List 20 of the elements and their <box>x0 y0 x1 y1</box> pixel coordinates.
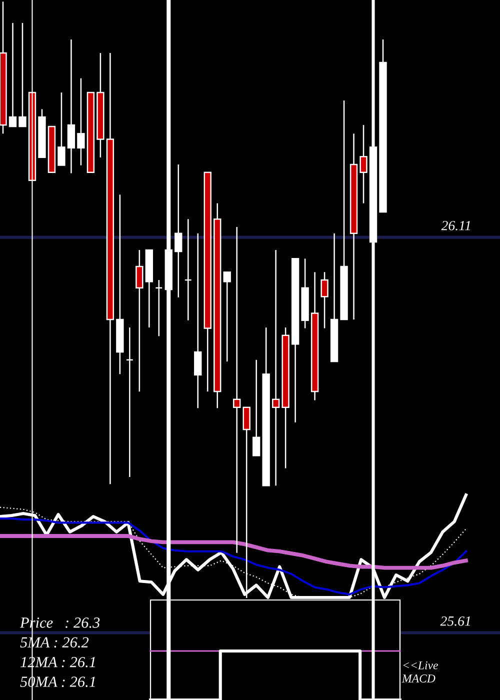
candlestick <box>77 78 85 166</box>
annotation: <<Live MACD <box>402 661 438 682</box>
candlestick <box>126 326 134 478</box>
candlestick <box>223 271 231 362</box>
candlestick <box>252 359 260 456</box>
candlestick <box>194 232 202 409</box>
candlestick <box>18 22 26 128</box>
candlestick <box>233 226 241 554</box>
candlestick <box>360 124 368 204</box>
candlestick <box>184 218 192 321</box>
ref-line-label: 25.61 <box>440 616 470 626</box>
candlestick <box>67 38 76 174</box>
candlestick <box>320 271 328 329</box>
candlestick <box>58 92 66 166</box>
candlestick <box>8 22 17 128</box>
candlestick <box>136 249 144 392</box>
candlestick <box>174 164 182 298</box>
candlestick <box>155 279 163 337</box>
ref-line-label: 26.11 <box>441 220 470 230</box>
candlestick <box>272 249 280 486</box>
